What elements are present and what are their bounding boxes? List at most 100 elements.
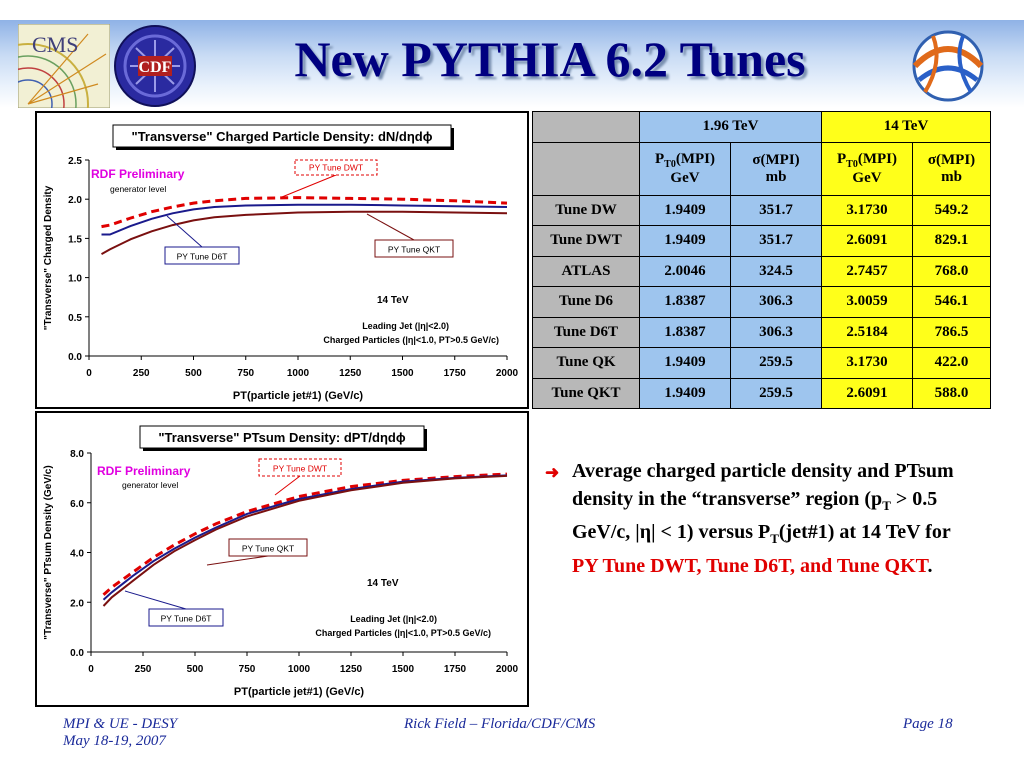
x-tick-label: 1250	[340, 664, 363, 675]
cdf-logo: CDF	[114, 25, 196, 107]
slide-title: New PYTHIA 6.2 Tunes	[294, 31, 806, 87]
y-tick-label: 6.0	[70, 499, 84, 510]
tune-name-cell: ATLAS	[532, 255, 640, 287]
table-value-cell: 422.0	[912, 347, 991, 379]
table-value-cell: 324.5	[730, 255, 822, 287]
footer-page: Page 18	[903, 716, 953, 732]
table-value-cell: 588.0	[912, 377, 991, 409]
density-chart: "Transverse" Charged Particle Density: d…	[43, 124, 519, 402]
x-tick-label: 750	[239, 664, 256, 675]
table-subheader-3: σ(MPI) mb	[912, 141, 991, 196]
y-tick-label: 0.0	[70, 648, 84, 659]
tune-name-cell: Tune D6	[532, 286, 640, 318]
table-value-cell: 351.7	[730, 194, 822, 226]
table-value-cell: 3.0059	[821, 286, 913, 318]
series-label: PY Tune DWT	[273, 464, 327, 474]
preliminary-label: RDF Preliminary	[97, 464, 191, 478]
table-subheader-row: PT0(MPI) GeV σ(MPI) mb PT0(MPI) GeV σ(MPI) mb	[532, 141, 991, 196]
cut-label-particles: Charged Particles (|η|<1.0, PT>0.5 GeV/c…	[315, 628, 491, 638]
table-value-cell: 2.0046	[639, 255, 731, 287]
cms-logo: CMS	[18, 24, 110, 108]
y-axis-label: "Transverse" Charged Density	[43, 185, 54, 330]
bullet-sub-t1: T	[882, 497, 891, 513]
table-value-cell: 3.1730	[821, 347, 913, 379]
bullet-text: Average charged particle density and PTs…	[572, 458, 972, 580]
y-tick-label: 2.0	[68, 195, 82, 206]
table-row: Tune D6T 1.8387 306.3 2.5184 786.5	[532, 316, 991, 348]
energy-label: 14 TeV	[377, 295, 409, 306]
bullet-text-c: (jet#1) at 14 TeV for	[778, 521, 951, 543]
arrow-right-icon: ➜	[545, 463, 560, 482]
series-label: PY Tune DWT	[309, 163, 363, 173]
table-value-cell: 1.9409	[639, 194, 731, 226]
header-group-1960: 1.96 TeV	[639, 111, 822, 143]
series-label: PY Tune D6T	[161, 614, 212, 624]
table-value-cell: 351.7	[730, 225, 822, 257]
chart-frame-ptsum: "Transverse" PTsum Density: dPT/dηdϕ 0.0 2…	[35, 411, 529, 707]
x-tick-label: 1000	[287, 368, 310, 379]
preliminary-label: RDF Preliminary	[91, 167, 185, 181]
x-tick-label: 500	[185, 368, 202, 379]
cut-label-jet: Leading Jet (|η|<2.0)	[350, 614, 437, 624]
bullet-text-a: Average charged particle density and PTs…	[572, 460, 954, 510]
tune-name-cell: Tune DWT	[532, 225, 640, 257]
table-row: Tune DWT 1.9409 351.7 2.6091 829.1	[532, 225, 991, 257]
chart-title-box	[112, 124, 452, 148]
x-axis-label: PT(particle jet#1) (GeV/c)	[234, 686, 365, 698]
series-label: PY Tune QKT	[242, 544, 294, 554]
table-value-cell: 2.5184	[821, 316, 913, 348]
y-axis-label: "Transverse" PTsum Density (GeV/c)	[43, 465, 54, 639]
ptsum-chart: "Transverse" PTsum Density: dPT/dηdϕ 0.0 2…	[43, 425, 519, 698]
tune-name-cell: Tune D6T	[532, 316, 640, 348]
series-line-1	[102, 474, 508, 601]
table-value-cell: 306.3	[730, 316, 822, 348]
table-header-row: 1.96 TeV 14 TeV	[532, 111, 991, 143]
table-row: Tune DW 1.9409 351.7 3.1730 549.2	[532, 194, 991, 226]
chart-title-box	[139, 425, 425, 449]
footer-event: MPI & UE - DESY	[63, 716, 178, 732]
table-value-cell: 2.6091	[821, 377, 913, 409]
series-line-0	[102, 472, 508, 596]
tunes-table: 1.96 TeV 14 TeV PT0(MPI) GeV σ(MPI) mb PT0(M…	[532, 111, 991, 409]
energy-label: 14 TeV	[367, 578, 399, 589]
series-line-2	[102, 474, 508, 607]
tune-name-cell: Tune DW	[532, 194, 640, 226]
y-tick-label: 0.5	[68, 313, 82, 324]
x-tick-label: 1750	[444, 664, 467, 675]
x-axis-label: PT(particle jet#1) (GeV/c)	[233, 390, 364, 402]
y-tick-label: 4.0	[70, 549, 84, 560]
table-subheader-1: σ(MPI) mb	[730, 141, 822, 196]
table-subheader-2: PT0(MPI) GeV	[821, 141, 913, 196]
x-tick-label: 1750	[444, 368, 467, 379]
x-tick-label: 750	[237, 368, 254, 379]
table-row: Tune QK 1.9409 259.5 3.1730 422.0	[532, 347, 991, 379]
table-value-cell: 1.9409	[639, 225, 731, 257]
table-row: Tune D6 1.8387 306.3 3.0059 546.1	[532, 286, 991, 318]
callout-leader	[366, 213, 415, 241]
table-value-cell: 768.0	[912, 255, 991, 287]
y-tick-label: 2.5	[68, 156, 82, 167]
x-tick-label: 500	[187, 664, 204, 675]
table-value-cell: 3.1730	[821, 194, 913, 226]
table-value-cell: 1.9409	[639, 377, 731, 409]
chart-title: "Transverse" PTsum Density: dPT/dηdϕ	[158, 430, 405, 445]
footer-date: May 18-19, 2007	[63, 733, 166, 749]
chart-title: "Transverse" Charged Particle Density: d…	[132, 129, 433, 144]
x-tick-label: 1500	[392, 664, 415, 675]
table-value-cell: 306.3	[730, 286, 822, 318]
cdf-logo-text: CDF	[139, 59, 172, 76]
x-tick-label: 0	[88, 664, 94, 675]
x-tick-label: 250	[133, 368, 150, 379]
table-value-cell: 786.5	[912, 316, 991, 348]
florida-logo	[912, 30, 984, 102]
generator-label: generator level	[110, 184, 166, 194]
series-line-1	[101, 203, 508, 236]
table-value-cell: 546.1	[912, 286, 991, 318]
x-tick-label: 250	[135, 664, 152, 675]
generator-label: generator level	[122, 480, 178, 490]
chart-frame-density: "Transverse" Charged Particle Density: d…	[35, 111, 529, 409]
table-value-cell: 549.2	[912, 194, 991, 226]
table-value-cell: 259.5	[730, 347, 822, 379]
callout-box	[148, 608, 224, 627]
callout-leader	[274, 475, 301, 496]
